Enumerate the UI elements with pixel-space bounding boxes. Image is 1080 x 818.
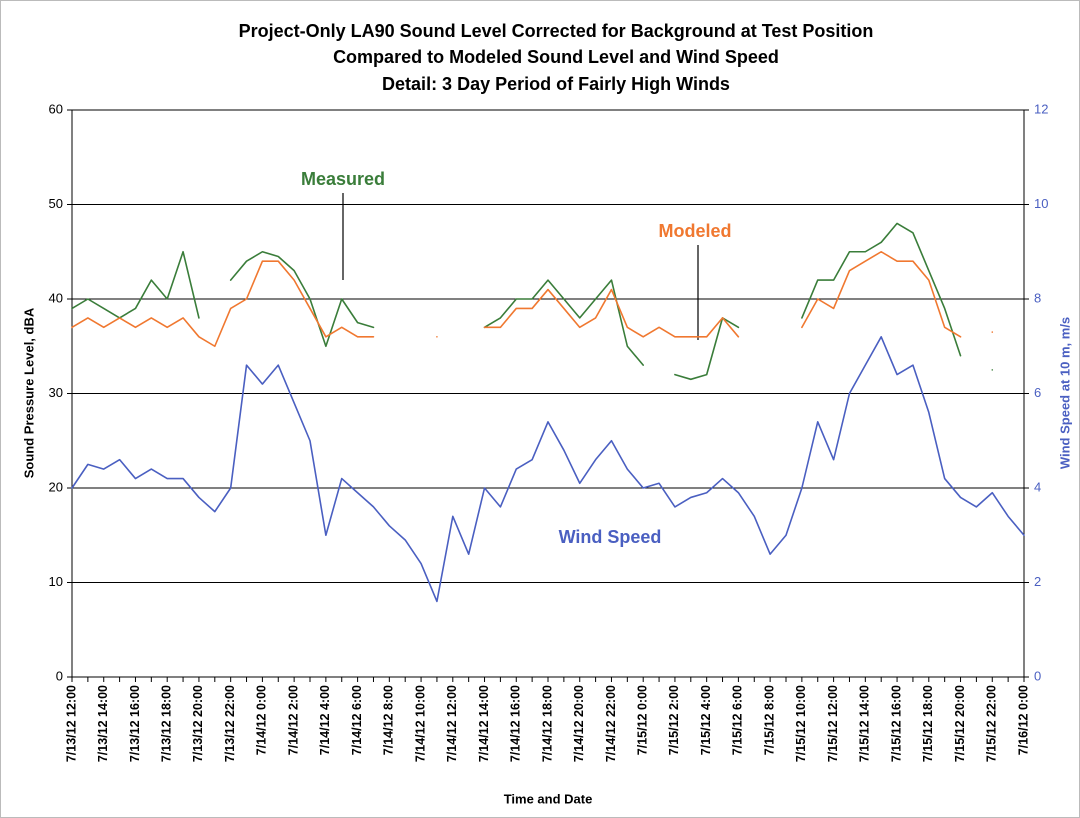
y-tick-label: 20 xyxy=(49,479,63,494)
y-tick-label: 0 xyxy=(56,668,63,683)
x-tick-label: 7/15/12 0:00 xyxy=(635,685,649,755)
y-tick-label: 50 xyxy=(49,196,63,211)
x-tick-label: 7/13/12 12:00 xyxy=(64,685,78,762)
x-tick-label: 7/13/12 22:00 xyxy=(223,685,237,762)
y2-tick-label: 4 xyxy=(1034,479,1041,494)
x-tick-label: 7/14/12 6:00 xyxy=(350,685,364,755)
x-tick-label: 7/15/12 20:00 xyxy=(953,685,967,762)
x-tick-label: 7/14/12 12:00 xyxy=(445,685,459,762)
series-line xyxy=(71,222,994,381)
x-tick-label: 7/14/12 22:00 xyxy=(604,685,618,762)
y2-tick-label: 6 xyxy=(1034,385,1041,400)
x-tick-label: 7/13/12 16:00 xyxy=(128,685,142,762)
x-tick-label: 7/14/12 0:00 xyxy=(255,685,269,755)
y-axis-label: Sound Pressure Level, dBA xyxy=(21,307,36,478)
x-tick-label: 7/14/12 10:00 xyxy=(413,685,427,762)
series-annotation: Modeled xyxy=(658,221,731,241)
x-tick-label: 7/13/12 14:00 xyxy=(96,685,110,762)
y-tick-label: 10 xyxy=(49,574,63,589)
x-tick-label: 7/13/12 18:00 xyxy=(159,685,173,762)
x-tick-label: 7/15/12 22:00 xyxy=(985,685,999,762)
series-annotation: Wind Speed xyxy=(559,527,662,547)
x-tick-label: 7/15/12 14:00 xyxy=(858,685,872,762)
y-tick-label: 60 xyxy=(49,101,63,116)
x-tick-label: 7/15/12 2:00 xyxy=(667,685,681,755)
x-tick-label: 7/15/12 16:00 xyxy=(889,685,903,762)
x-tick-label: 7/14/12 14:00 xyxy=(477,685,491,762)
x-tick-label: 7/14/12 8:00 xyxy=(382,685,396,755)
chart-title: Compared to Modeled Sound Level and Wind… xyxy=(333,47,779,67)
x-tick-label: 7/14/12 16:00 xyxy=(509,685,523,762)
chart-title: Detail: 3 Day Period of Fairly High Wind… xyxy=(382,74,730,94)
x-tick-label: 7/15/12 4:00 xyxy=(699,685,713,755)
x-tick-label: 7/15/12 18:00 xyxy=(921,685,935,762)
x-tick-label: 7/14/12 2:00 xyxy=(286,685,300,755)
x-axis-label: Time and Date xyxy=(504,791,593,806)
y2-axis-label: Wind Speed at 10 m, m/s xyxy=(1057,317,1072,469)
y2-tick-label: 0 xyxy=(1034,668,1041,683)
x-tick-label: 7/15/12 12:00 xyxy=(826,685,840,762)
x-tick-label: 7/15/12 8:00 xyxy=(762,685,776,755)
y-tick-label: 30 xyxy=(49,385,63,400)
y2-tick-label: 10 xyxy=(1034,196,1048,211)
x-tick-label: 7/16/12 0:00 xyxy=(1016,685,1030,755)
y2-tick-label: 8 xyxy=(1034,290,1041,305)
y2-tick-label: 12 xyxy=(1034,101,1048,116)
x-tick-label: 7/14/12 20:00 xyxy=(572,685,586,762)
x-tick-label: 7/14/12 18:00 xyxy=(540,685,554,762)
series-line xyxy=(71,336,1025,603)
x-tick-label: 7/14/12 4:00 xyxy=(318,685,332,755)
y2-tick-label: 2 xyxy=(1034,574,1041,589)
x-tick-label: 7/13/12 20:00 xyxy=(191,685,205,762)
x-tick-label: 7/15/12 6:00 xyxy=(731,685,745,755)
x-tick-label: 7/15/12 10:00 xyxy=(794,685,808,762)
y-tick-label: 40 xyxy=(49,290,63,305)
chart-title: Project-Only LA90 Sound Level Corrected … xyxy=(239,21,874,41)
series-annotation: Measured xyxy=(301,169,385,189)
series-line xyxy=(71,250,994,348)
